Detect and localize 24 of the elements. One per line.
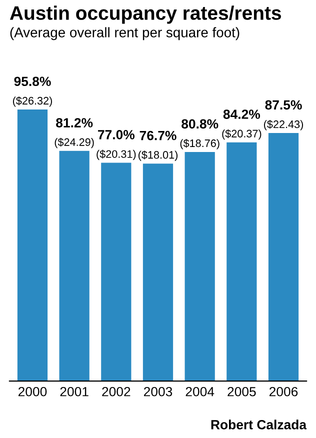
bar — [17, 110, 48, 382]
bar — [59, 150, 90, 382]
x-tick-label: 2002 — [102, 386, 130, 396]
data-label: 81.2% ($24.29) — [54, 118, 94, 148]
bar — [268, 133, 299, 382]
bar — [101, 162, 132, 382]
chart-title: Austin occupancy rates/rents — [10, 6, 281, 24]
bar — [184, 152, 215, 382]
text: Robert Calzada — [211, 420, 307, 430]
data-label: 76.7% ($18.01) — [138, 130, 178, 161]
bar — [142, 164, 174, 382]
bar — [226, 142, 257, 382]
x-tick-label: 2004 — [186, 386, 214, 396]
data-label: 80.8% ($18.76) — [180, 119, 220, 150]
data-label: 77.0% ($20.31) — [96, 130, 136, 160]
data-label: 95.8% ($26.32) — [12, 76, 52, 107]
x-tick-label: 2006 — [270, 386, 298, 396]
data-label: 84.2% ($20.37) — [222, 110, 262, 140]
x-tick-label: 2000 — [18, 386, 47, 396]
chart-subtitle: (Average overall rent per square foot) — [10, 27, 240, 40]
x-tick-label: 2005 — [228, 386, 256, 396]
x-tick-label: 2003 — [144, 386, 172, 396]
x-tick-label: 2001 — [60, 386, 88, 396]
data-label: 87.5% ($22.43) — [264, 100, 304, 130]
